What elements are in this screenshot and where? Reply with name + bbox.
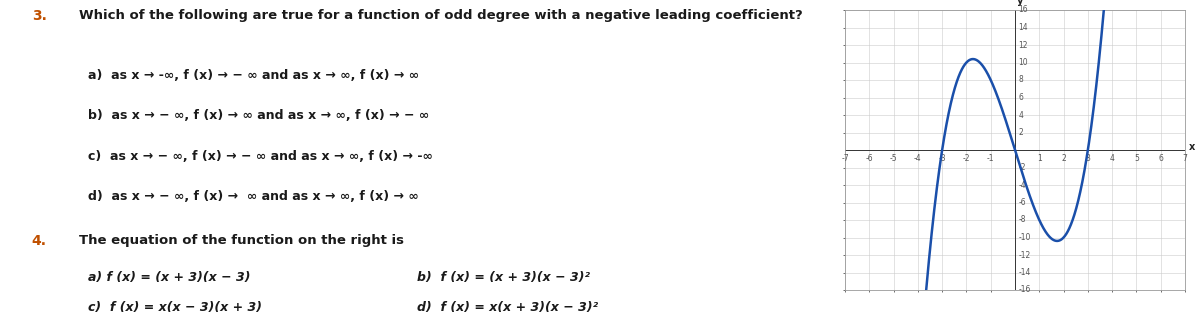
Text: 6: 6: [1019, 93, 1024, 102]
Text: 12: 12: [1019, 41, 1028, 50]
Text: c)  as x → − ∞, f (x) → − ∞ and as x → ∞, f (x) → -∞: c) as x → − ∞, f (x) → − ∞ and as x → ∞,…: [88, 150, 432, 163]
Text: 4: 4: [1019, 110, 1024, 119]
Text: -2: -2: [962, 154, 970, 163]
Text: -2: -2: [1019, 163, 1026, 172]
Text: -6: -6: [865, 154, 874, 163]
Text: a)  as x → -∞, f (x) → − ∞ and as x → ∞, f (x) → ∞: a) as x → -∞, f (x) → − ∞ and as x → ∞, …: [88, 69, 419, 82]
Text: 16: 16: [1019, 6, 1028, 14]
Text: -6: -6: [1019, 198, 1026, 207]
Text: -14: -14: [1019, 268, 1031, 277]
Text: -4: -4: [1019, 181, 1026, 189]
Text: 3.: 3.: [31, 9, 47, 23]
Text: -4: -4: [914, 154, 922, 163]
Text: The equation of the function on the right is: The equation of the function on the righ…: [79, 234, 404, 247]
Text: -7: -7: [841, 154, 848, 163]
Text: 2: 2: [1061, 154, 1066, 163]
Text: 6: 6: [1158, 154, 1163, 163]
Text: x: x: [1189, 142, 1195, 152]
Text: 5: 5: [1134, 154, 1139, 163]
Text: a) f (x) = (x + 3)(x − 3): a) f (x) = (x + 3)(x − 3): [88, 271, 250, 285]
Text: -3: -3: [938, 154, 946, 163]
Text: c)  f (x) = x(x − 3)(x + 3): c) f (x) = x(x − 3)(x + 3): [88, 301, 262, 312]
Text: -12: -12: [1019, 251, 1031, 260]
Text: b)  as x → − ∞, f (x) → ∞ and as x → ∞, f (x) → − ∞: b) as x → − ∞, f (x) → ∞ and as x → ∞, f…: [88, 109, 428, 122]
Text: -5: -5: [889, 154, 898, 163]
Text: 4.: 4.: [31, 234, 47, 248]
Text: -1: -1: [986, 154, 995, 163]
Text: d)  f (x) = x(x + 3)(x − 3)²: d) f (x) = x(x + 3)(x − 3)²: [418, 301, 598, 312]
Text: 4: 4: [1110, 154, 1115, 163]
Text: 3: 3: [1086, 154, 1091, 163]
Text: -10: -10: [1019, 233, 1031, 242]
Text: 10: 10: [1019, 58, 1028, 67]
Text: d)  as x → − ∞, f (x) →  ∞ and as x → ∞, f (x) → ∞: d) as x → − ∞, f (x) → ∞ and as x → ∞, f…: [88, 190, 419, 203]
Text: 14: 14: [1019, 23, 1028, 32]
Text: 7: 7: [1182, 154, 1188, 163]
Text: Which of the following are true for a function of odd degree with a negative lea: Which of the following are true for a fu…: [79, 9, 803, 22]
Text: y: y: [1016, 0, 1024, 7]
Text: 1: 1: [1037, 154, 1042, 163]
Text: b)  f (x) = (x + 3)(x − 3)²: b) f (x) = (x + 3)(x − 3)²: [418, 271, 590, 285]
Text: 8: 8: [1019, 76, 1024, 85]
Text: 2: 2: [1019, 128, 1024, 137]
Text: -8: -8: [1019, 216, 1026, 225]
Text: -16: -16: [1019, 285, 1031, 295]
